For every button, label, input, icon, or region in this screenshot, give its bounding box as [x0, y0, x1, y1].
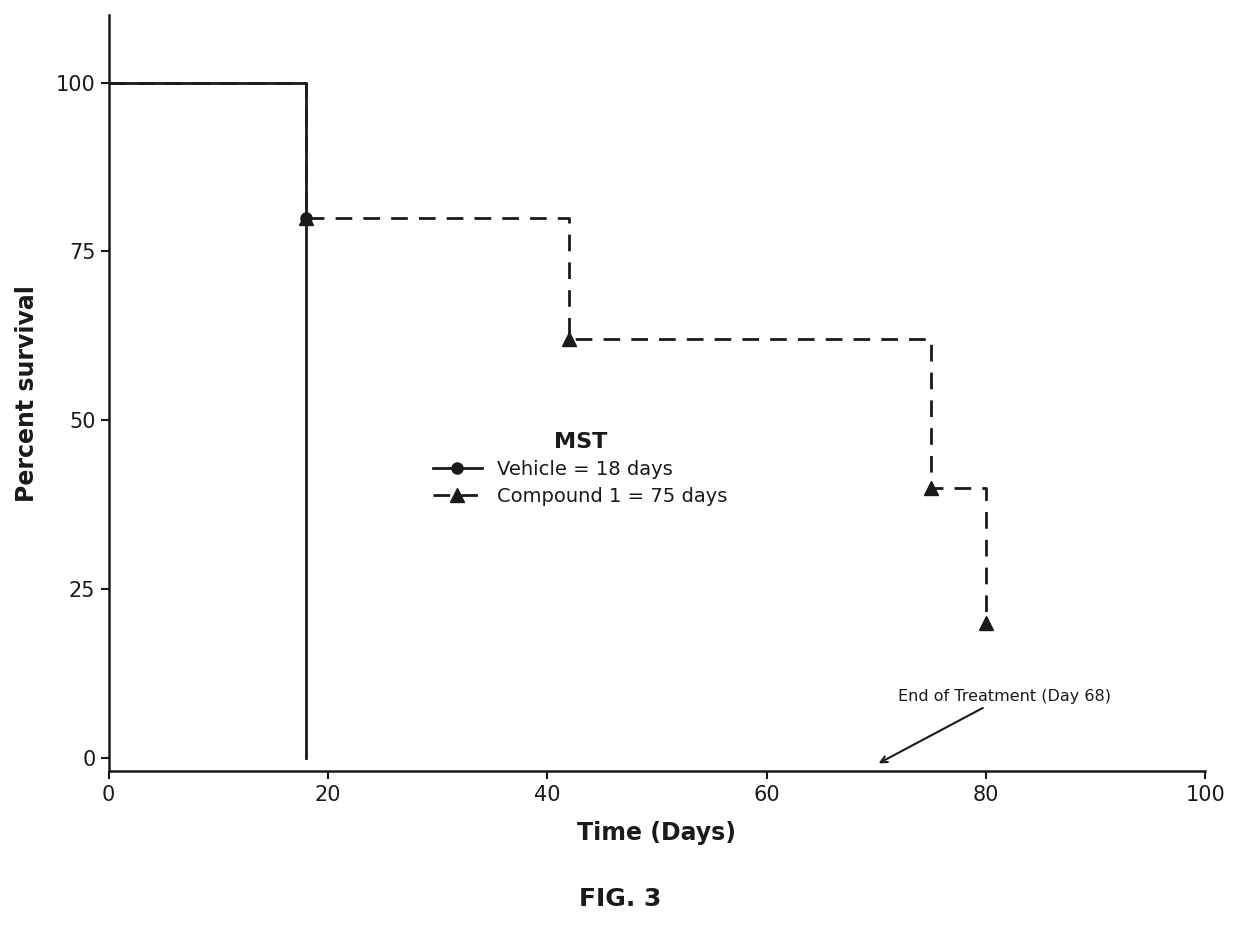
X-axis label: Time (Days): Time (Days)	[578, 821, 737, 845]
Legend: Vehicle = 18 days, Compound 1 = 75 days: Vehicle = 18 days, Compound 1 = 75 days	[425, 425, 735, 513]
Text: End of Treatment (Day 68): End of Treatment (Day 68)	[880, 689, 1111, 762]
Y-axis label: Percent survival: Percent survival	[15, 285, 38, 501]
Text: FIG. 3: FIG. 3	[579, 887, 661, 911]
